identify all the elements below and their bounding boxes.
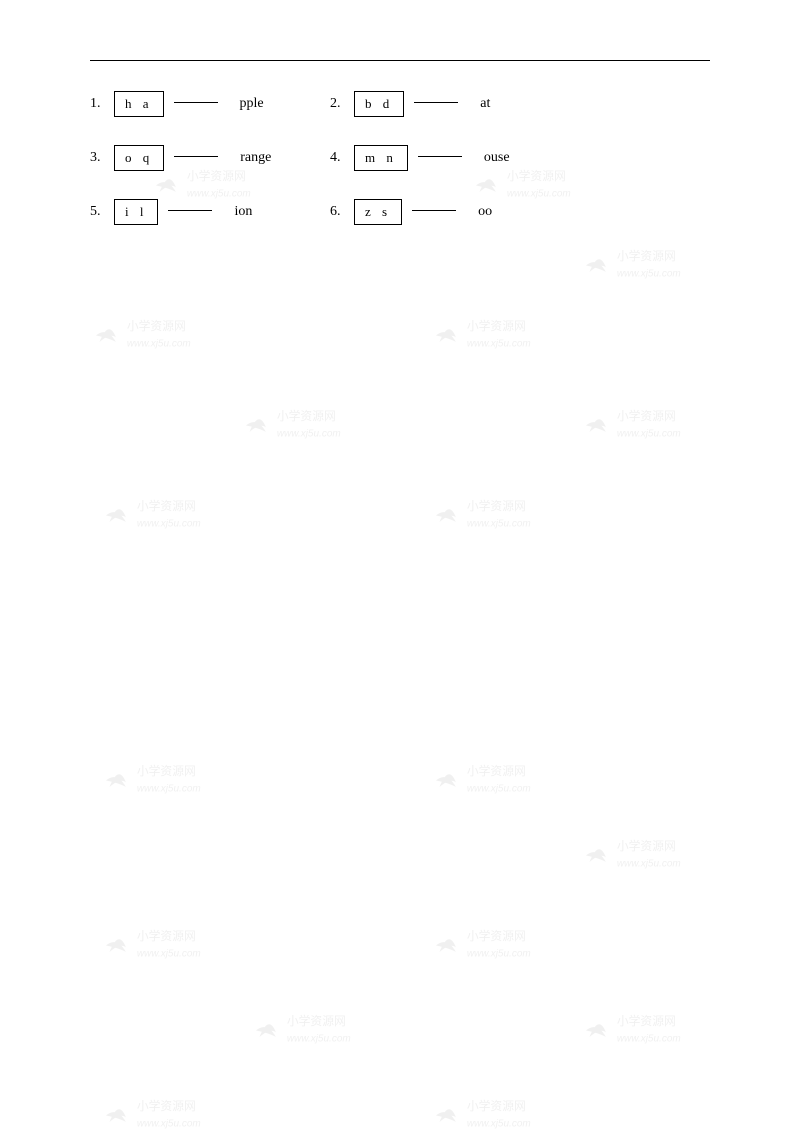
svg-text:www.xj5u.com: www.xj5u.com [467, 338, 531, 349]
question-row: 3. o q range 4. m n ouse [90, 145, 710, 171]
choice-box: h a [114, 91, 164, 117]
svg-text:小学资源网: 小学资源网 [617, 1014, 676, 1028]
blank-line [168, 210, 212, 211]
blank-line [412, 210, 456, 211]
question-row: 1. h a pple 2. b d at [90, 91, 710, 117]
question-item: 1. h a pple [90, 91, 330, 117]
svg-text:小学资源网: 小学资源网 [127, 319, 186, 333]
svg-text:www.xj5u.com: www.xj5u.com [277, 428, 341, 439]
blank-line [414, 102, 458, 103]
watermark-icon: 小学资源网 www.xj5u.com [100, 1090, 210, 1140]
question-number: 2. [330, 96, 350, 112]
watermark-icon: 小学资源网 www.xj5u.com [240, 400, 350, 450]
svg-text:www.xj5u.com: www.xj5u.com [467, 783, 531, 794]
choice-box: z s [354, 199, 402, 225]
choice-box: i l [114, 199, 158, 225]
word-suffix: ion [234, 204, 252, 220]
svg-text:www.xj5u.com: www.xj5u.com [617, 428, 681, 439]
word-suffix: ouse [484, 150, 510, 166]
svg-text:www.xj5u.com: www.xj5u.com [467, 1118, 531, 1129]
svg-text:www.xj5u.com: www.xj5u.com [287, 1033, 351, 1044]
svg-text:小学资源网: 小学资源网 [467, 319, 526, 333]
watermark-icon: 小学资源网 www.xj5u.com [430, 1090, 540, 1140]
watermark-icon: 小学资源网 www.xj5u.com [100, 755, 210, 805]
watermark-icon: 小学资源网 www.xj5u.com [90, 310, 200, 360]
svg-text:www.xj5u.com: www.xj5u.com [617, 1033, 681, 1044]
svg-text:小学资源网: 小学资源网 [137, 1099, 196, 1113]
svg-text:小学资源网: 小学资源网 [467, 1099, 526, 1113]
word-suffix: pple [240, 96, 264, 112]
svg-text:小学资源网: 小学资源网 [467, 929, 526, 943]
watermark-icon: 小学资源网 www.xj5u.com [430, 920, 540, 970]
question-item: 5. i l ion [90, 199, 330, 225]
watermark-icon: 小学资源网 www.xj5u.com [430, 310, 540, 360]
word-suffix: at [480, 96, 490, 112]
choice-box: b d [354, 91, 404, 117]
blank-line [174, 156, 218, 157]
word-suffix: range [240, 150, 271, 166]
svg-text:www.xj5u.com: www.xj5u.com [137, 1118, 201, 1129]
blank-line [174, 102, 218, 103]
svg-text:www.xj5u.com: www.xj5u.com [467, 518, 531, 529]
svg-text:小学资源网: 小学资源网 [617, 409, 676, 423]
blank-line [418, 156, 462, 157]
question-item: 4. m n ouse [330, 145, 570, 171]
question-number: 6. [330, 204, 350, 220]
questions-container: 1. h a pple 2. b d at 3. o q range 4. m [90, 91, 710, 225]
watermark-icon: 小学资源网 www.xj5u.com [430, 755, 540, 805]
svg-text:www.xj5u.com: www.xj5u.com [467, 948, 531, 959]
watermark-icon: 小学资源网 www.xj5u.com [430, 490, 540, 540]
question-number: 1. [90, 96, 110, 112]
question-item: 2. b d at [330, 91, 570, 117]
watermark-icon: 小学资源网 www.xj5u.com [100, 490, 210, 540]
top-rule [90, 60, 710, 61]
svg-text:www.xj5u.com: www.xj5u.com [617, 858, 681, 869]
question-item: 3. o q range [90, 145, 330, 171]
svg-text:小学资源网: 小学资源网 [137, 929, 196, 943]
svg-text:小学资源网: 小学资源网 [137, 764, 196, 778]
svg-text:小学资源网: 小学资源网 [617, 839, 676, 853]
watermark-icon: 小学资源网 www.xj5u.com [100, 920, 210, 970]
question-row: 5. i l ion 6. z s oo [90, 199, 710, 225]
question-number: 5. [90, 204, 110, 220]
svg-text:小学资源网: 小学资源网 [467, 764, 526, 778]
svg-text:www.xj5u.com: www.xj5u.com [127, 338, 191, 349]
svg-text:www.xj5u.com: www.xj5u.com [137, 518, 201, 529]
question-number: 4. [330, 150, 350, 166]
question-number: 3. [90, 150, 110, 166]
word-suffix: oo [478, 204, 492, 220]
watermark-icon: 小学资源网 www.xj5u.com [580, 830, 690, 880]
watermark-icon: 小学资源网 www.xj5u.com [580, 1005, 690, 1055]
question-item: 6. z s oo [330, 199, 570, 225]
watermark-icon: 小学资源网 www.xj5u.com [580, 400, 690, 450]
choice-box: m n [354, 145, 408, 171]
watermark-icon: 小学资源网 www.xj5u.com [250, 1005, 360, 1055]
svg-text:www.xj5u.com: www.xj5u.com [137, 783, 201, 794]
svg-text:小学资源网: 小学资源网 [287, 1014, 346, 1028]
svg-text:小学资源网: 小学资源网 [277, 409, 336, 423]
svg-text:www.xj5u.com: www.xj5u.com [137, 948, 201, 959]
svg-text:小学资源网: 小学资源网 [137, 499, 196, 513]
choice-box: o q [114, 145, 164, 171]
svg-text:小学资源网: 小学资源网 [467, 499, 526, 513]
